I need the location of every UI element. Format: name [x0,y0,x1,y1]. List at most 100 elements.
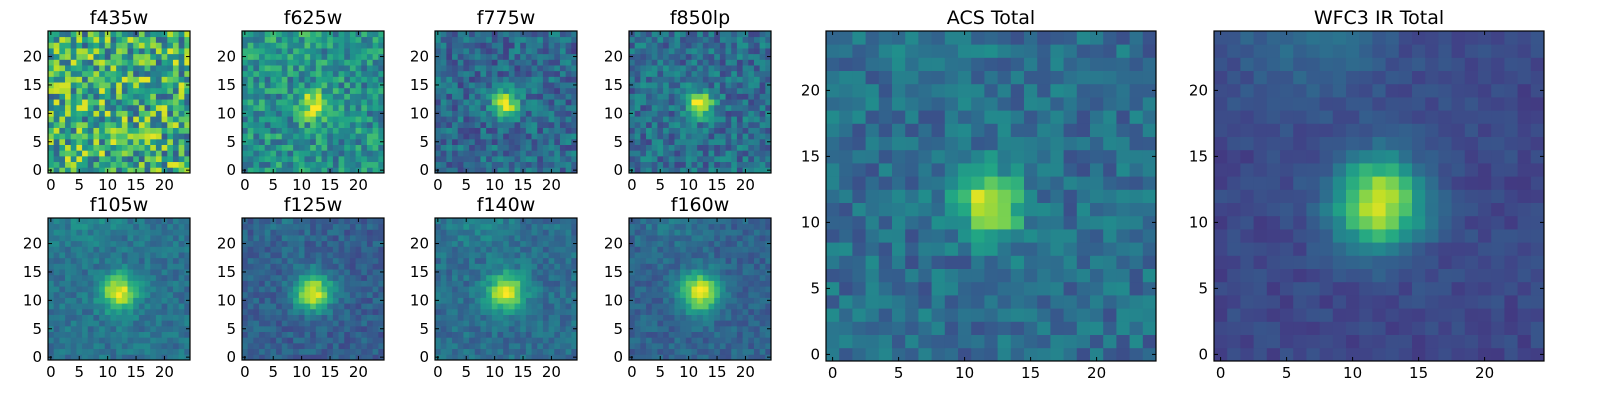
pixel-cell [469,320,476,327]
pixel-cell [446,240,453,247]
x-tick-label: 10 [485,363,504,381]
pixel-cell [514,348,521,355]
pixel-cell [463,223,470,230]
pixel-cell [520,348,527,355]
pixel-cell [93,297,100,304]
pixel-cell [304,252,311,259]
pixel-cell [514,263,521,270]
pixel-cell [657,133,664,140]
pixel-cell [725,48,732,55]
pixel-cell [463,320,470,327]
pixel-cell [508,121,515,128]
pixel-cell [537,48,544,55]
pixel-cell [82,42,89,49]
pixel-cell [702,99,709,106]
pixel-cell [372,87,379,94]
pixel-cell [116,348,123,355]
pixel-cell [634,161,641,168]
pixel-cell [378,246,385,253]
pixel-cell [70,337,77,344]
pixel-cell [554,269,561,276]
pixel-cell [640,65,647,72]
pixel-cell [486,286,493,293]
pixel-cell [121,223,128,230]
pixel-cell [144,252,151,259]
pixel-cell [48,144,55,151]
pixel-cell [565,138,572,145]
pixel-cell [725,82,732,89]
pixel-cell [559,121,567,128]
pixel-cell [293,274,300,281]
pixel-cell [259,150,266,157]
pixel-cell [315,70,322,77]
pixel-cell [138,314,145,321]
pixel-cell [474,53,481,60]
pixel-cell [242,59,249,66]
pixel-cell [287,229,294,236]
pixel-cell [344,87,351,94]
pixel-cell [167,291,174,298]
pixel-cell [93,235,100,242]
pixel-cell [372,342,379,350]
pixel-cell [469,291,476,298]
pixel-cell [327,342,334,350]
pixel-cell [748,53,755,60]
pixel-cell [486,48,493,55]
pixel-cell [634,121,641,128]
pixel-cell [697,65,704,72]
pixel-cell [332,240,339,247]
pixel-cell [349,65,356,72]
pixel-cell [87,31,94,38]
pixel-cell [104,110,111,117]
pixel-cell [332,218,339,225]
pixel-cell [542,314,549,321]
pixel-cell [634,82,641,89]
x-tick-label: 0 [433,363,443,381]
pixel-cell [53,280,60,287]
pixel-cell [121,127,128,134]
pixel-cell [366,110,374,117]
pixel-cell [127,42,134,49]
pixel-cell [480,286,487,293]
pixel-cell [680,110,687,117]
pixel-cell [65,104,72,111]
pixel-cell [121,286,128,293]
pixel-cell [514,31,521,38]
pixel-cell [748,48,755,55]
pixel-cell [742,42,749,49]
pixel-cell [127,59,134,66]
pixel-cell [121,320,128,327]
pixel-cell [491,342,498,350]
pixel-cell [520,99,527,106]
pixel-cell [82,150,89,157]
pixel-cell [542,257,549,264]
pixel-cell [508,36,515,43]
pixel-cell [514,42,521,49]
pixel-cell [548,342,555,350]
pixel-cell [338,297,345,304]
pixel-cell [736,342,743,350]
pixel-cell [281,82,288,89]
pixel-cell [259,116,266,123]
pixel-cell [742,76,749,83]
pixel-cell [708,76,715,83]
pixel-cell [178,337,185,344]
pixel-cell [440,116,447,123]
pixel-cell [104,93,111,100]
pixel-cell [742,138,749,145]
pixel-cell [508,320,515,327]
image-f850lp [629,31,772,174]
pixel-cell [714,144,721,151]
pixel-cell [321,337,328,344]
pixel-cell [315,257,322,264]
pixel-cell [116,303,123,310]
pixel-cell [452,104,459,111]
pixel-cell [537,235,544,242]
pixel-cell [178,31,185,38]
pixel-cell [332,76,339,83]
pixel-cell [765,87,772,94]
pixel-cell [725,274,732,281]
pixel-cell [281,320,288,327]
pixel-cell [634,70,641,77]
pixel-cell [167,263,174,270]
